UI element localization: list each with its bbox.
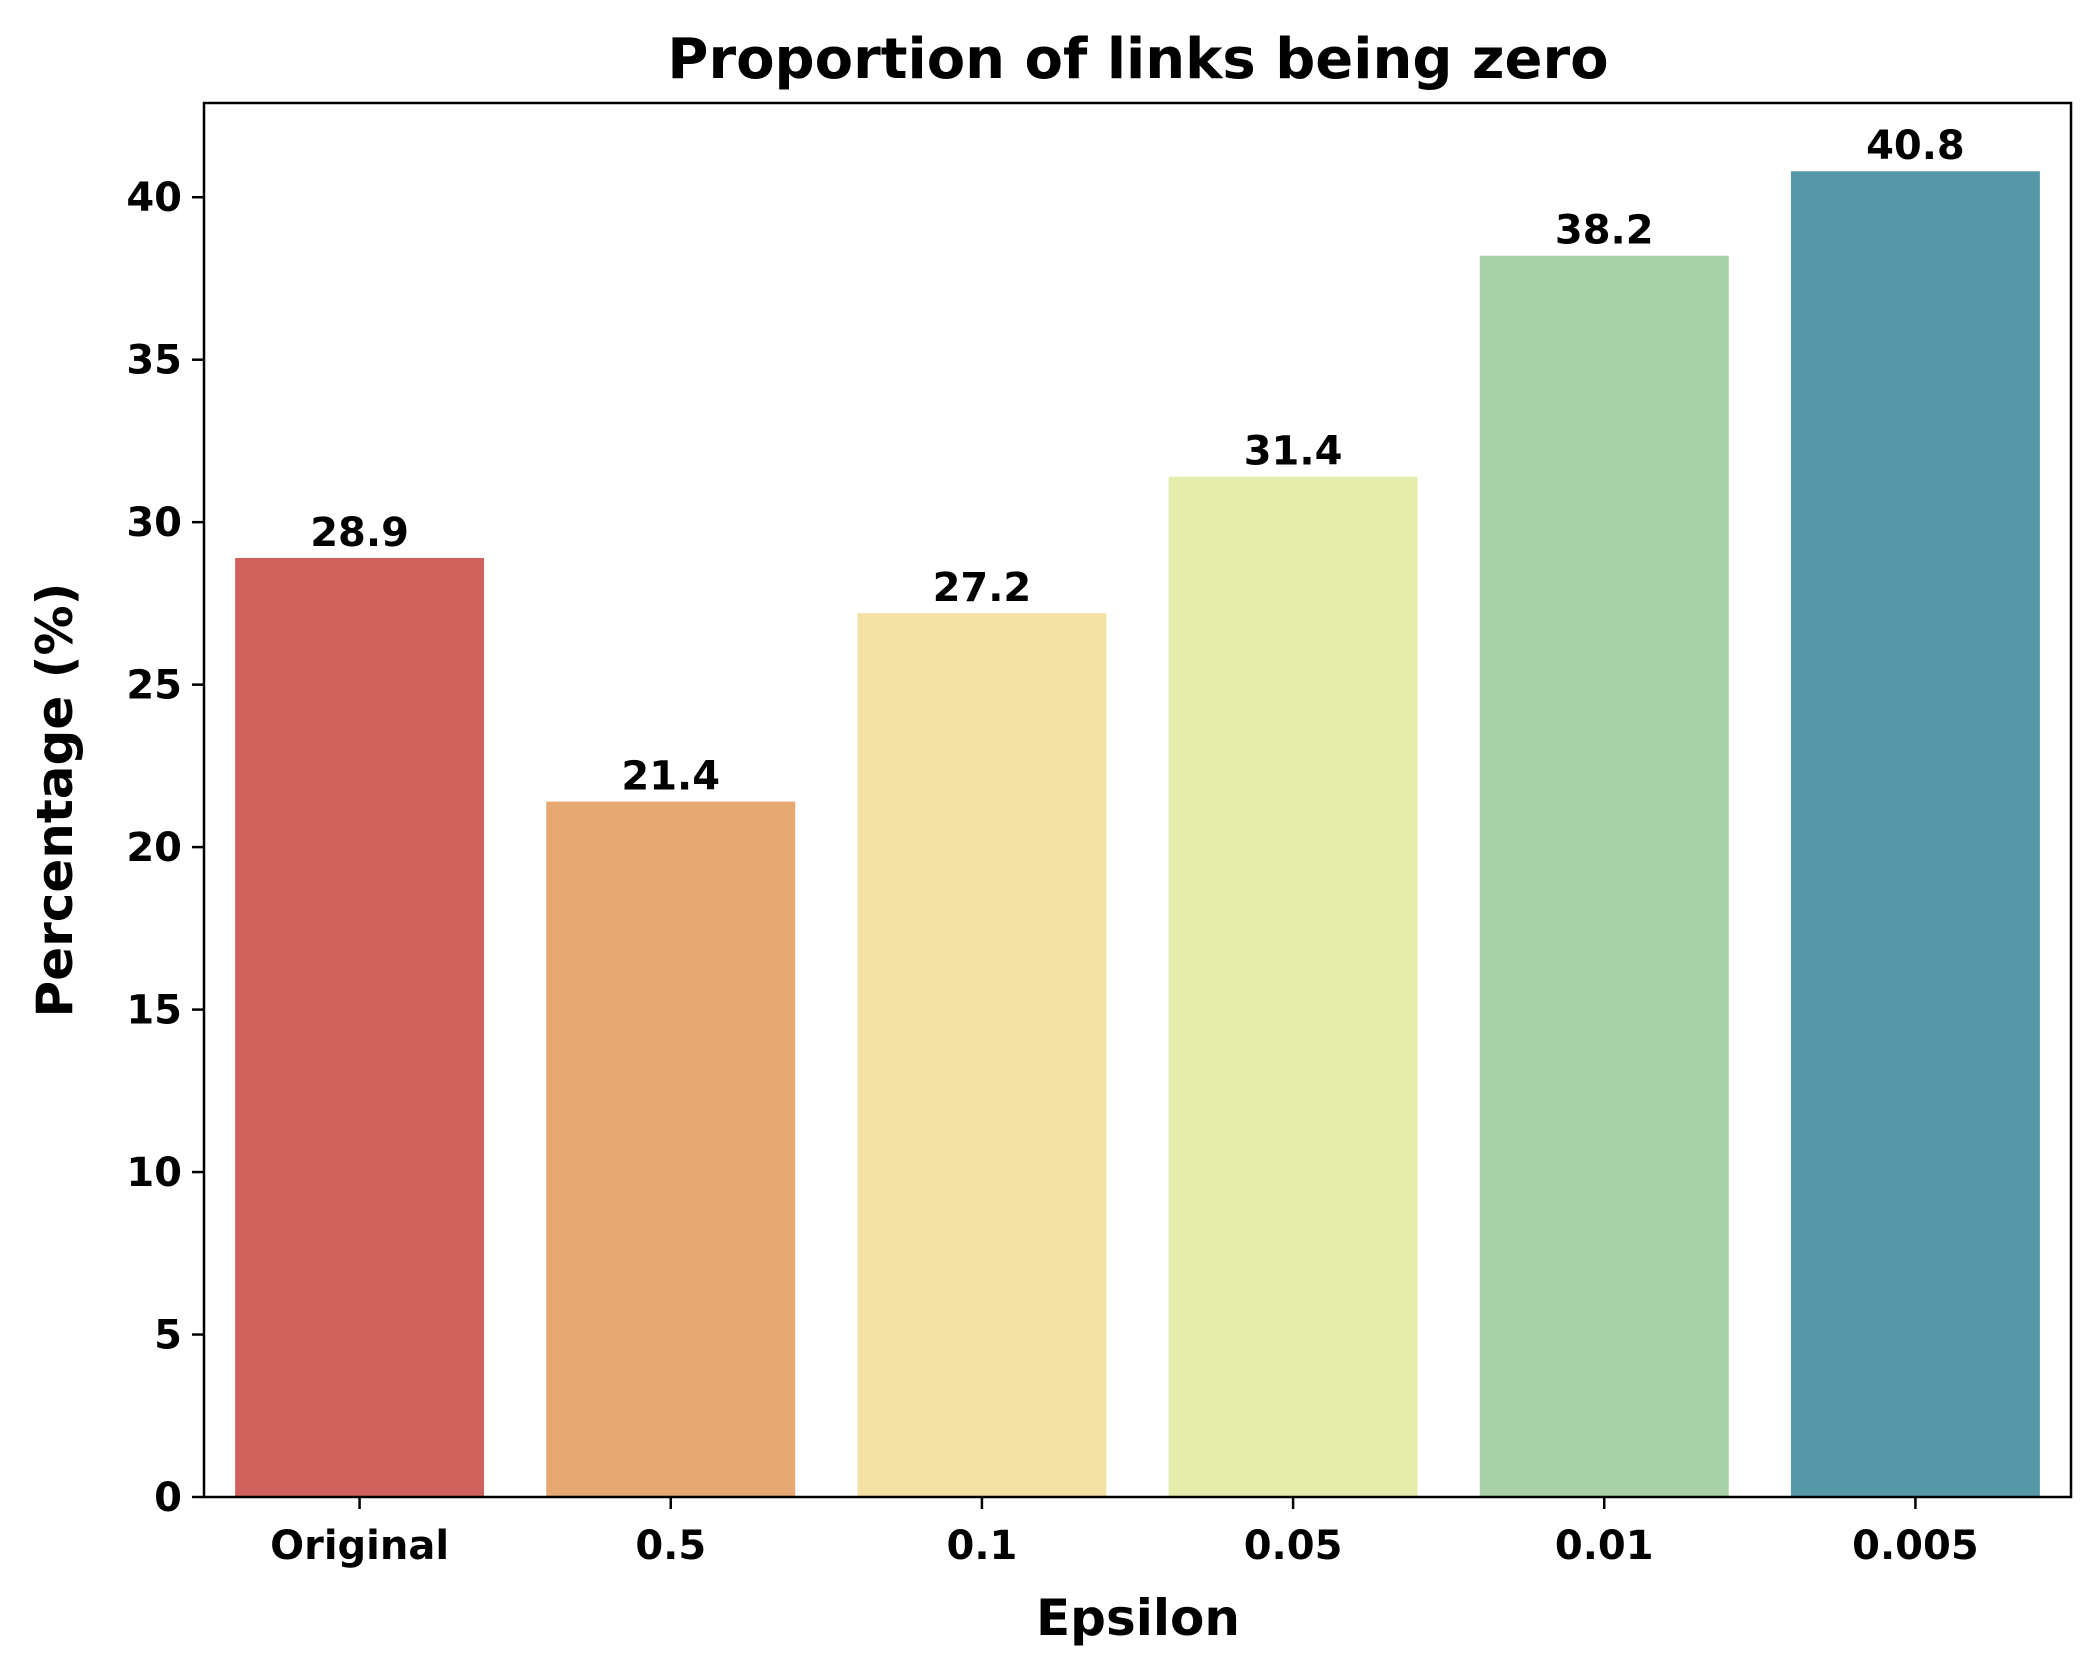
x-tick-label-2: 0.5 (635, 1523, 706, 1569)
x-tick-label-3: 0.1 (946, 1523, 1017, 1569)
plot-frame (202, 101, 2073, 1499)
y-tick-label-5: 20 (126, 825, 182, 871)
bar-2 (546, 801, 796, 1497)
x-axis-label: Epsilon (1036, 1589, 1240, 1647)
y-tick-label-2: 5 (154, 1313, 182, 1359)
bars-group (235, 171, 2040, 1497)
bar-4 (1168, 476, 1418, 1497)
y-axis-label: Percentage (%) (26, 583, 84, 1018)
bar-3 (857, 613, 1107, 1497)
data-labels-group: 28.9 21.4 27.2 31.4 38.2 40.8 (310, 123, 1965, 799)
x-tick-label-4: 0.05 (1244, 1523, 1343, 1569)
x-tick-label-5: 0.01 (1555, 1523, 1654, 1569)
bar-value-label-4: 31.4 (1244, 429, 1343, 475)
bar-value-label-1: 28.9 (310, 510, 409, 556)
y-tick-label-6: 25 (126, 663, 182, 709)
bar-value-label-2: 21.4 (621, 754, 720, 800)
bar-1 (235, 557, 485, 1497)
y-tick-label-9: 40 (126, 175, 182, 221)
y-axis: 0 5 10 15 20 25 30 35 40 (126, 175, 204, 1521)
x-axis: Original 0.5 0.1 0.05 0.01 0.005 (270, 1497, 1979, 1569)
y-tick-label-1: 0 (154, 1475, 182, 1521)
y-tick-label-7: 30 (126, 500, 182, 546)
x-tick-label-1: Original (270, 1523, 449, 1569)
y-tick-label-8: 35 (126, 338, 182, 384)
bar-value-label-5: 38.2 (1555, 208, 1654, 254)
bar-value-label-6: 40.8 (1866, 123, 1965, 169)
y-tick-label-4: 15 (126, 988, 182, 1034)
chart-title: Proportion of links being zero (667, 27, 1608, 92)
y-tick-label-3: 10 (126, 1150, 182, 1196)
bar-value-label-3: 27.2 (933, 565, 1032, 611)
bar-5 (1479, 255, 1729, 1497)
x-tick-label-6: 0.005 (1852, 1523, 1979, 1569)
bar-6 (1790, 171, 2040, 1497)
